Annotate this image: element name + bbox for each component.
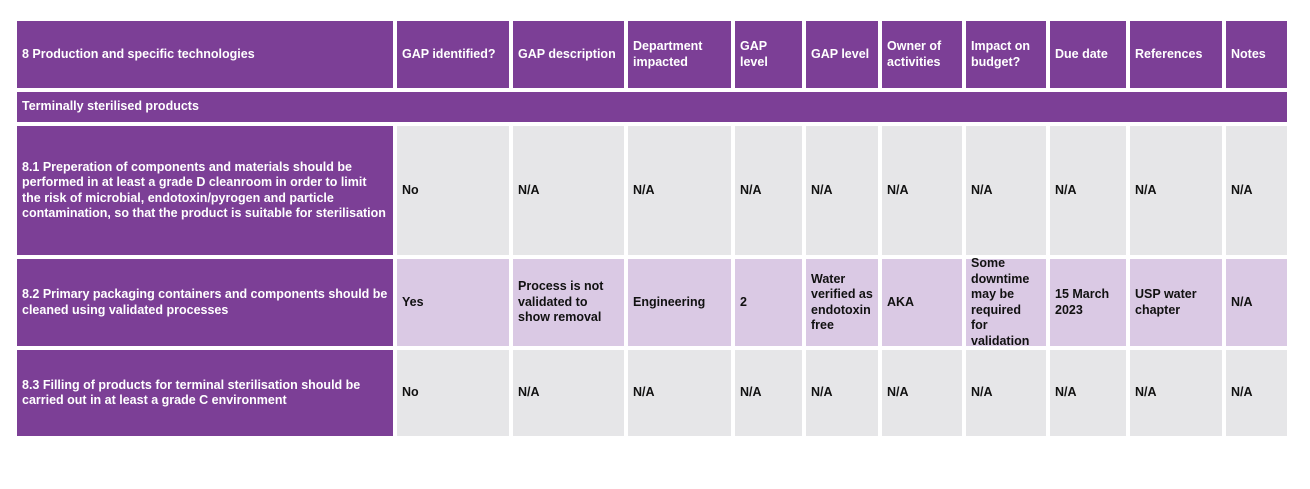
table-cell: Water verified as endotoxin free	[806, 259, 878, 346]
requirement-cell: 8.1 Preperation of components and materi…	[17, 126, 393, 255]
column-header: Impact on budget?	[966, 21, 1046, 88]
table-cell: N/A	[806, 126, 878, 255]
table-cell: N/A	[966, 126, 1046, 255]
table-cell: N/A	[1130, 350, 1222, 436]
table-cell: N/A	[513, 350, 624, 436]
table-cell: N/A	[1226, 126, 1287, 255]
table-cell: No	[397, 126, 509, 255]
table-cell: AKA	[882, 259, 962, 346]
column-header: Notes	[1226, 21, 1287, 88]
table-cell: N/A	[806, 350, 878, 436]
requirement-cell: 8.2 Primary packaging containers and com…	[17, 259, 393, 346]
column-header: References	[1130, 21, 1222, 88]
column-header: GAP level	[735, 21, 802, 88]
table-cell: 15 March 2023	[1050, 259, 1126, 346]
table-cell: Engineering	[628, 259, 731, 346]
column-header: Due date	[1050, 21, 1126, 88]
table-cell: N/A	[1050, 126, 1126, 255]
requirement-cell: 8.3 Filling of products for terminal ste…	[17, 350, 393, 436]
table-cell: Process is not validated to show removal	[513, 259, 624, 346]
column-header: Owner of activities	[882, 21, 962, 88]
section-header: Terminally sterilised products	[17, 92, 1287, 122]
table-cell: USP water chapter	[1130, 259, 1222, 346]
table-cell: N/A	[1226, 350, 1287, 436]
table-cell: N/A	[1050, 350, 1126, 436]
table-cell: N/A	[628, 126, 731, 255]
table-cell: N/A	[882, 126, 962, 255]
table-cell: Yes	[397, 259, 509, 346]
column-header: GAP level	[806, 21, 878, 88]
table-cell: N/A	[966, 350, 1046, 436]
table-cell: 2	[735, 259, 802, 346]
table-cell: N/A	[735, 350, 802, 436]
column-header: GAP identified?	[397, 21, 509, 88]
table-cell: N/A	[882, 350, 962, 436]
column-header: Department impacted	[628, 21, 731, 88]
column-header: 8 Production and specific technologies	[17, 21, 393, 88]
table-cell: N/A	[1226, 259, 1287, 346]
table-cell: N/A	[735, 126, 802, 255]
table-cell: N/A	[513, 126, 624, 255]
gap-analysis-table: 8 Production and specific technologies GA…	[17, 21, 1287, 436]
table-cell: No	[397, 350, 509, 436]
table-cell: N/A	[628, 350, 731, 436]
table-cell: N/A	[1130, 126, 1222, 255]
table-cell: Some downtime may be required for valida…	[966, 256, 1046, 348]
column-header: GAP description	[513, 21, 624, 88]
